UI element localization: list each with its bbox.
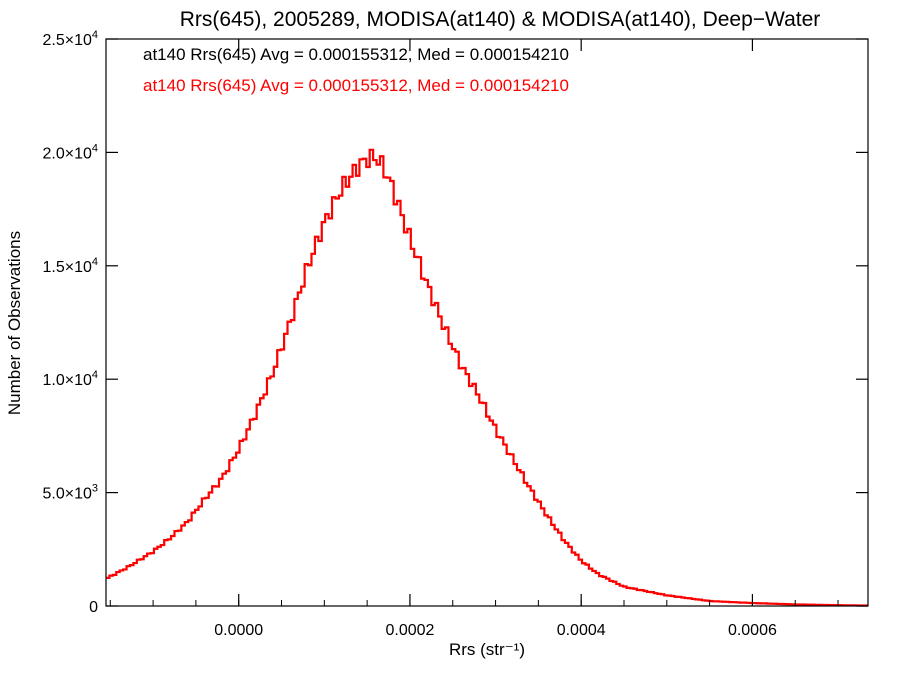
annotation-black: at140 Rrs(645) Avg = 0.000155312, Med = … [143, 45, 569, 64]
y-tick-label: 1.0×104 [42, 369, 98, 389]
x-tick-label: 0.0000 [214, 622, 263, 639]
y-tick-label: 1.5×104 [42, 256, 98, 276]
y-tick-label: 0 [89, 599, 98, 616]
chart-title: Rrs(645), 2005289, MODISA(at140) & MODIS… [180, 8, 821, 31]
x-tick-label: 0.0004 [557, 622, 606, 639]
series-layer [106, 148, 868, 607]
x-tick-label: 0.0002 [385, 622, 434, 639]
y-tick-label: 2.0×104 [42, 142, 98, 162]
y-axis-label: Number of Observations [5, 231, 24, 415]
y-tick-label: 5.0×103 [42, 483, 98, 503]
axes-layer: 0.0000 0.0002 0.0004 0.0006 0 5.0×103 1.0×104 1… [42, 29, 868, 639]
x-axis-label: Rrs (str⁻¹) [449, 640, 525, 659]
histogram-series-red [106, 148, 868, 607]
annotation-red: at140 Rrs(645) Avg = 0.000155312, Med = … [143, 76, 569, 95]
x-tick-label: 0.0006 [728, 622, 777, 639]
plot-frame [105, 38, 869, 607]
y-tick-label: 2.5×104 [42, 29, 98, 49]
